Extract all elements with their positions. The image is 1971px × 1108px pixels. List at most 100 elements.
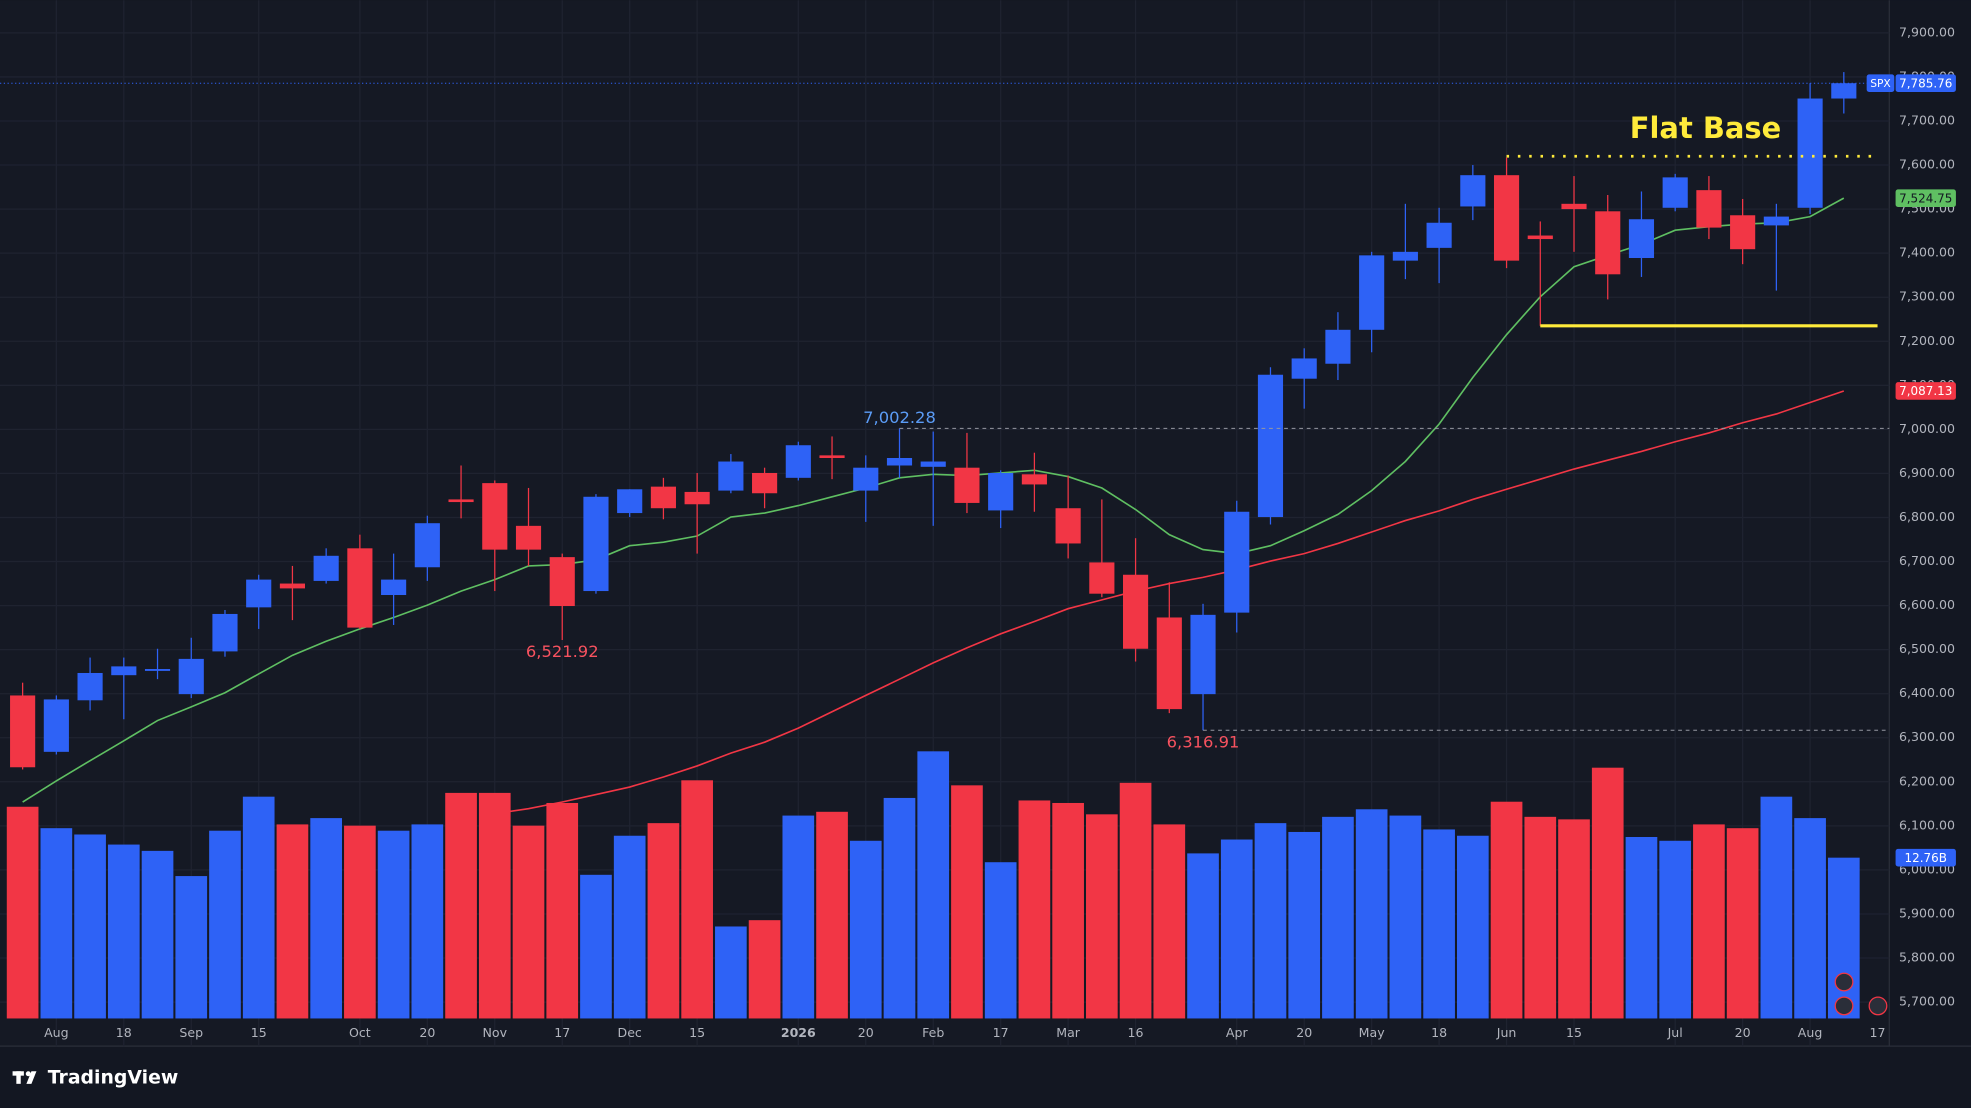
- volume-bar: [1018, 800, 1051, 1019]
- candle-body: [819, 455, 845, 459]
- volume-bar: [580, 874, 612, 1019]
- x-tick-label: Apr: [1226, 1025, 1249, 1040]
- volume-bar: [1456, 835, 1489, 1019]
- candle-body: [414, 523, 440, 568]
- volume-bar: [1760, 796, 1793, 1019]
- volume-bar: [40, 828, 73, 1019]
- logo-shape: [25, 1071, 31, 1077]
- x-tick-label: 17: [1870, 1025, 1886, 1040]
- candle-body: [43, 699, 69, 752]
- y-tick-label: 6,900.00: [1899, 465, 1955, 480]
- volume-bar: [1794, 818, 1826, 1019]
- candle-body: [1527, 235, 1553, 240]
- volume-bar: [849, 840, 882, 1019]
- candle-body: [482, 483, 508, 550]
- x-tick-label: 20: [1296, 1025, 1312, 1040]
- volume-bar: [242, 796, 275, 1019]
- volume-bar: [1423, 829, 1455, 1019]
- candle-body: [583, 496, 609, 592]
- candle-body: [279, 583, 306, 589]
- y-tick-label: 7,000.00: [1899, 421, 1955, 436]
- candle-body: [1359, 255, 1385, 330]
- x-tick-label: 17: [554, 1025, 570, 1040]
- candle-body: [1257, 374, 1284, 518]
- candle-body: [718, 461, 744, 491]
- volume-bar: [1490, 801, 1523, 1019]
- y-tick-label: 6,100.00: [1899, 817, 1955, 832]
- volume-bar: [883, 797, 916, 1019]
- tool-icons: [1834, 972, 1888, 1016]
- candle-body: [650, 486, 676, 509]
- candle-body: [1831, 83, 1857, 99]
- volume-bar: [344, 825, 376, 1019]
- candle-body: [1662, 177, 1688, 208]
- volume-bar: [546, 802, 579, 1019]
- x-tick-label: May: [1359, 1025, 1386, 1040]
- y-tick-label: 7,400.00: [1899, 245, 1955, 260]
- volume-bar: [74, 834, 106, 1019]
- candle-body: [1089, 562, 1115, 594]
- volume-bar: [478, 792, 511, 1019]
- candle-body: [10, 695, 36, 768]
- icon[interactable]: [1868, 996, 1888, 1016]
- x-tick-label: 20: [419, 1025, 435, 1040]
- base-label: Flat Base: [1630, 111, 1781, 145]
- volume-bar: [1153, 824, 1186, 1019]
- candle-body: [1156, 617, 1182, 710]
- candle-body: [515, 525, 542, 550]
- x-tick-label: 20: [858, 1025, 874, 1040]
- icon[interactable]: [1834, 996, 1854, 1016]
- x-tick-label: 17: [993, 1025, 1009, 1040]
- candle-body: [1595, 211, 1621, 275]
- candle-body: [886, 458, 913, 466]
- annotations: 7,002.28 6,521.92 6,316.91 Flat Base: [0, 82, 1890, 751]
- volume-bar: [1827, 857, 1860, 1019]
- icon[interactable]: [1834, 972, 1854, 992]
- candle-body: [347, 548, 373, 628]
- candle-body: [617, 489, 643, 514]
- y-tick-label: 7,200.00: [1899, 333, 1955, 348]
- volume-bar: [782, 815, 815, 1019]
- x-tick-label: Nov: [483, 1025, 508, 1040]
- candle-body: [1730, 215, 1756, 250]
- candle-body: [1392, 251, 1418, 261]
- volume-bar: [1086, 814, 1118, 1019]
- y-tick-label: 6,600.00: [1899, 597, 1955, 612]
- x-tick-label: 15: [251, 1025, 267, 1040]
- x-tick-label: Jul: [1667, 1025, 1683, 1040]
- candle-body: [448, 499, 474, 503]
- x-tick-label: 20: [1735, 1025, 1751, 1040]
- x-tick-label: Sep: [179, 1025, 203, 1040]
- volume-bar: [748, 920, 781, 1019]
- volume-bar: [107, 844, 140, 1019]
- volume-bar: [141, 850, 174, 1019]
- volume-bar: [816, 811, 848, 1019]
- candle-body: [1055, 508, 1081, 544]
- candle-body: [1628, 219, 1655, 258]
- x-tick-label: Aug: [44, 1025, 69, 1040]
- volume-bar: [1322, 816, 1354, 1019]
- x-tick-label: Aug: [1798, 1025, 1823, 1040]
- volume-bar: [1119, 782, 1152, 1019]
- x-tick-label: 2026: [781, 1025, 816, 1040]
- candle-body: [1797, 98, 1823, 208]
- candle-body: [853, 467, 879, 491]
- volume: [6, 751, 1860, 1019]
- candle-body: [246, 579, 272, 608]
- y-tick-label: 5,700.00: [1899, 994, 1955, 1009]
- candle-body: [1224, 511, 1250, 613]
- x-tick-label: 18: [1431, 1025, 1447, 1040]
- volume-bar: [984, 862, 1017, 1019]
- volume-bar: [445, 792, 477, 1019]
- candle-body: [381, 579, 407, 596]
- price-annotation: 7,002.28: [863, 408, 936, 427]
- x-tick-label: 16: [1128, 1025, 1144, 1040]
- price-badge: [1895, 189, 1956, 207]
- x-tick-label: 18: [116, 1025, 132, 1040]
- volume-bar: [1355, 809, 1388, 1019]
- price-badge: [1895, 74, 1956, 93]
- price-badge-label: 7,087.13: [1899, 384, 1952, 398]
- y-tick-label: 7,700.00: [1899, 112, 1955, 127]
- volume-bar: [209, 830, 241, 1019]
